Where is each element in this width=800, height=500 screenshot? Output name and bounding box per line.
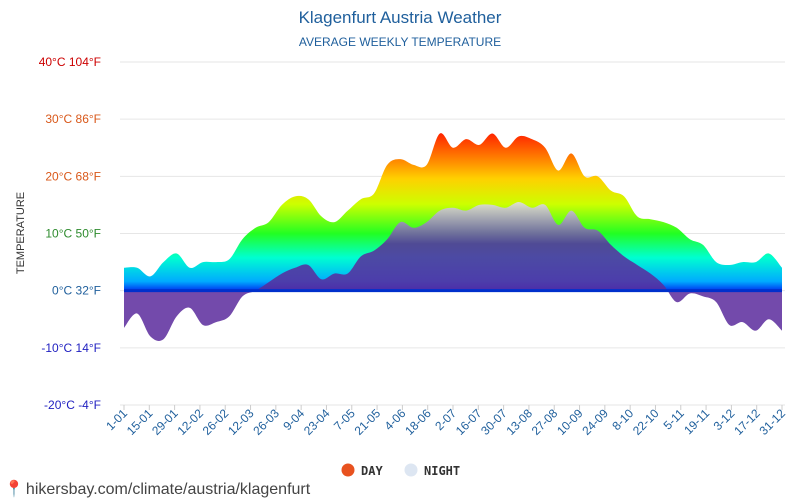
y-tick-label: -20°C -4°F: [44, 398, 101, 412]
location-pin-icon: 📍: [4, 481, 24, 498]
x-tick-label: 18-06: [402, 406, 434, 438]
x-tick-label: 23-04: [301, 406, 333, 438]
night-series-area: [124, 202, 782, 341]
x-tick-label: 12-03: [225, 406, 257, 438]
x-tick-label: 26-02: [200, 406, 232, 438]
chart-subtitle: AVERAGE WEEKLY TEMPERATURE: [298, 35, 502, 49]
source-url: hikersbay.com/climate/austria/klagenfurt: [25, 481, 311, 498]
y-tick-label: 40°C 104°F: [39, 55, 101, 69]
legend-night-label: NIGHT: [424, 464, 460, 478]
x-tick-label: 27-08: [529, 406, 561, 438]
source-link[interactable]: 📍 hikersbay.com/climate/austria/klagenfur…: [4, 479, 310, 499]
y-tick-label: 0°C 32°F: [52, 284, 101, 298]
x-tick-label: 30-07: [478, 406, 510, 438]
legend-day-label: DAY: [361, 464, 383, 478]
legend-night-marker: [404, 463, 418, 477]
y-tick-label: 10°C 50°F: [45, 227, 101, 241]
x-tick-label: 31-12: [757, 406, 789, 438]
x-tick-label: 13-08: [503, 406, 535, 438]
x-tick-label: 10-09: [554, 406, 586, 438]
x-tick-label: 16-07: [453, 406, 485, 438]
x-tick-label: 21-05: [352, 406, 384, 438]
x-tick-label: 19-11: [681, 406, 712, 437]
x-tick-label: 26-03: [250, 406, 282, 438]
y-tick-label: -10°C 14°F: [41, 341, 101, 355]
x-tick-label: 17-12: [731, 406, 763, 438]
legend-day-marker: [341, 463, 355, 477]
x-tick-label: 29-01: [149, 406, 181, 438]
y-tick-label: 20°C 68°F: [45, 169, 101, 183]
y-tick-label: 30°C 86°F: [45, 112, 101, 126]
x-tick-label: 22-10: [630, 406, 662, 438]
x-tick-label: 12-02: [174, 406, 206, 438]
x-tick-label: 24-09: [579, 406, 611, 438]
x-tick-label: 15-01: [124, 406, 156, 438]
chart-title: Klagenfurt Austria Weather: [298, 8, 502, 27]
y-axis-label: TEMPERATURE: [15, 192, 27, 274]
